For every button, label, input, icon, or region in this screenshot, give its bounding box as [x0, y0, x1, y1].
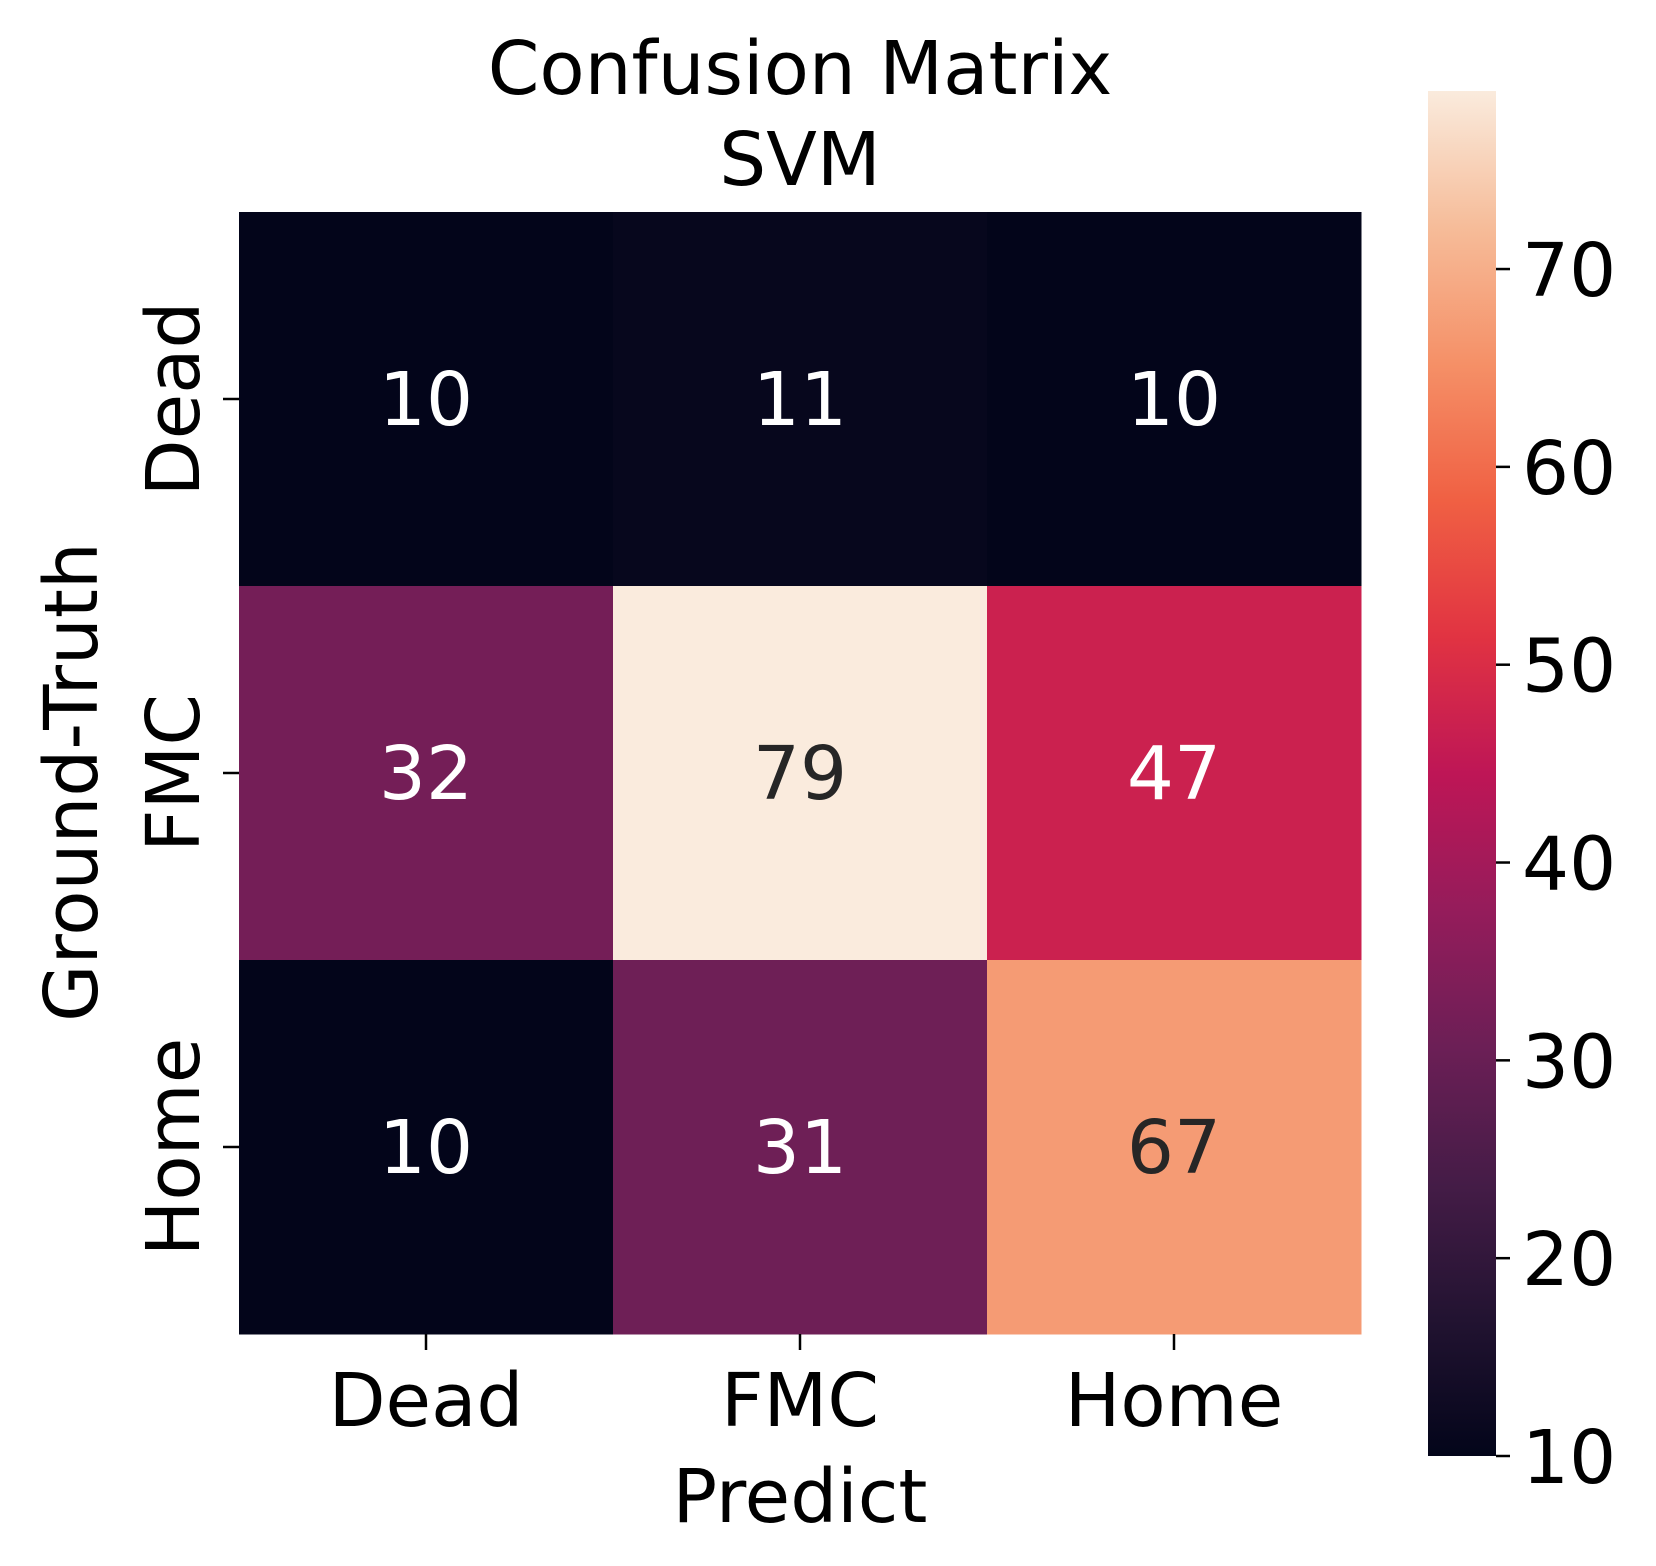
colorbar-tick-label: 20 — [1522, 1217, 1616, 1303]
y-axis: Dead FMC Home — [131, 302, 239, 1257]
heatmap-cell — [239, 212, 614, 587]
colorbar — [1428, 91, 1496, 1456]
heatmap-cell — [613, 960, 988, 1335]
colorbar-tick-label: 60 — [1522, 426, 1616, 512]
cell-value-label: 79 — [753, 731, 847, 817]
cell-value-label: 67 — [1127, 1105, 1221, 1191]
y-tick-label: Home — [131, 1038, 217, 1257]
cell-value-label: 10 — [1127, 357, 1221, 443]
cell-value-label: 31 — [753, 1105, 847, 1191]
y-tick-label: FMC — [131, 694, 217, 852]
colorbar-axis: 10 20 30 40 50 60 70 — [1496, 228, 1616, 1501]
y-axis-label: Ground-Truth — [29, 542, 115, 1022]
colorbar-tick-label: 30 — [1522, 1019, 1616, 1105]
heatmap-cell — [239, 586, 614, 961]
x-tick-label: Dead — [329, 1358, 524, 1444]
x-axis: Dead FMC Home — [329, 1334, 1284, 1444]
x-tick-label: FMC — [721, 1358, 879, 1444]
chart-subtitle: SVM — [719, 117, 880, 203]
cell-value-label: 47 — [1127, 731, 1221, 817]
heatmap-cell — [987, 212, 1362, 587]
cell-value-label: 11 — [753, 357, 847, 443]
x-tick-label: Home — [1065, 1358, 1284, 1444]
x-axis-label: Predict — [673, 1454, 928, 1540]
colorbar-tick-label: 70 — [1522, 228, 1616, 314]
colorbar-tick-label: 10 — [1522, 1415, 1616, 1501]
cell-value-label: 10 — [379, 1105, 473, 1191]
heatmap-cell — [987, 586, 1362, 961]
heatmap-cell — [239, 960, 614, 1335]
cell-value-label: 32 — [379, 731, 473, 817]
colorbar-tick-label: 40 — [1522, 822, 1616, 908]
heatmap-cells — [239, 212, 1362, 1335]
heatmap-cell — [613, 586, 988, 961]
cell-value-label: 10 — [379, 357, 473, 443]
y-tick-label: Dead — [131, 302, 217, 497]
colorbar-tick-label: 50 — [1522, 624, 1616, 710]
heatmap-annotations: 10 11 10 32 79 47 10 31 67 — [379, 357, 1221, 1191]
heatmap-cell — [987, 960, 1362, 1335]
chart-title: Confusion Matrix — [488, 26, 1113, 112]
heatmap-cell — [613, 212, 988, 587]
